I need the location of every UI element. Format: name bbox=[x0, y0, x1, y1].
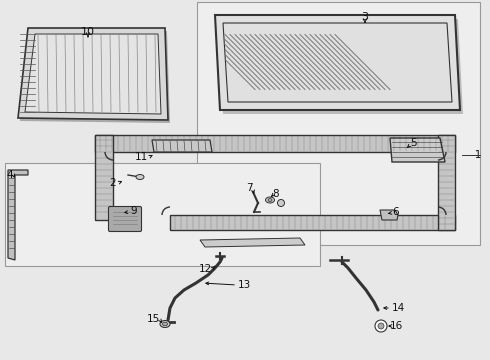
Polygon shape bbox=[390, 138, 445, 162]
Polygon shape bbox=[8, 170, 28, 260]
Ellipse shape bbox=[160, 320, 170, 328]
Polygon shape bbox=[95, 135, 455, 152]
Text: 13: 13 bbox=[238, 280, 251, 290]
Polygon shape bbox=[223, 23, 452, 102]
Polygon shape bbox=[25, 34, 161, 114]
Text: 4: 4 bbox=[6, 170, 13, 180]
Polygon shape bbox=[18, 28, 168, 120]
Circle shape bbox=[375, 320, 387, 332]
FancyBboxPatch shape bbox=[108, 207, 142, 231]
Text: 10: 10 bbox=[81, 27, 95, 37]
Text: 11: 11 bbox=[135, 152, 148, 162]
Ellipse shape bbox=[268, 198, 272, 202]
Text: 12: 12 bbox=[199, 264, 212, 274]
Text: 7: 7 bbox=[246, 183, 253, 193]
Polygon shape bbox=[215, 15, 460, 110]
Text: 2: 2 bbox=[109, 178, 116, 188]
Polygon shape bbox=[152, 140, 212, 152]
Text: 15: 15 bbox=[147, 314, 160, 324]
Ellipse shape bbox=[163, 322, 168, 326]
Text: 8: 8 bbox=[272, 189, 279, 199]
Polygon shape bbox=[438, 135, 455, 230]
Ellipse shape bbox=[136, 175, 144, 180]
Polygon shape bbox=[95, 135, 113, 220]
Bar bbox=[5, 163, 320, 266]
Polygon shape bbox=[200, 238, 305, 247]
Polygon shape bbox=[170, 215, 455, 230]
Text: 5: 5 bbox=[410, 138, 416, 148]
Polygon shape bbox=[20, 31, 170, 123]
Text: 14: 14 bbox=[392, 303, 405, 313]
Text: 3: 3 bbox=[362, 12, 368, 22]
Text: -1: -1 bbox=[472, 150, 482, 160]
Text: 16: 16 bbox=[390, 321, 403, 331]
Circle shape bbox=[378, 323, 384, 329]
Circle shape bbox=[277, 199, 285, 207]
Polygon shape bbox=[218, 19, 463, 114]
Text: 9: 9 bbox=[130, 206, 137, 216]
Polygon shape bbox=[380, 210, 398, 220]
Bar bbox=[197, 2, 480, 245]
Text: 6: 6 bbox=[392, 207, 399, 217]
Ellipse shape bbox=[266, 197, 274, 203]
